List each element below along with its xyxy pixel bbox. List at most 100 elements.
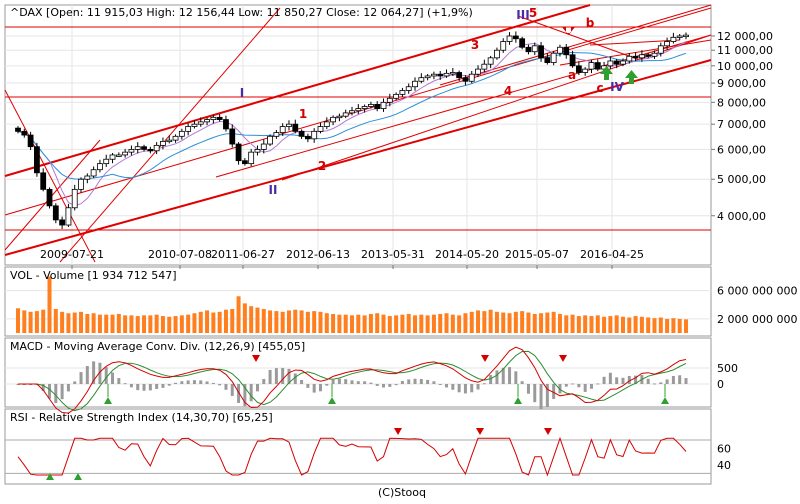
volume-bar xyxy=(198,311,203,333)
macd-hist-bar xyxy=(520,381,524,384)
candle-body xyxy=(311,130,318,140)
macd-hist-bar xyxy=(161,384,165,388)
candle-body xyxy=(638,54,645,59)
rsi-title: RSI - Relative Strength Index (14,30,70)… xyxy=(10,411,273,424)
volume-bar xyxy=(286,310,291,333)
volume-bar xyxy=(665,318,670,333)
macd-hist-bar xyxy=(155,384,159,389)
candle-body xyxy=(141,146,147,150)
candle-body xyxy=(260,143,267,150)
candle-body xyxy=(65,207,72,226)
volume-tick-label: 2 000 000 000 xyxy=(717,313,797,326)
volume-bar xyxy=(507,313,512,333)
candle-body xyxy=(147,149,154,152)
wave-label-I: I xyxy=(240,86,244,100)
candle-body xyxy=(405,86,412,91)
candle-body xyxy=(103,158,110,165)
volume-bar xyxy=(280,311,285,333)
macd-hist-bar xyxy=(129,384,133,388)
volume-bar xyxy=(123,315,128,333)
candle-body xyxy=(651,52,658,57)
macd-hist-bar xyxy=(205,381,209,384)
volume-bar xyxy=(545,312,550,333)
trend-line xyxy=(281,34,712,181)
volume-bar xyxy=(205,310,210,333)
buy-signal-icon xyxy=(104,397,112,404)
macd-hist-bar xyxy=(652,383,656,385)
candle-body xyxy=(424,75,431,79)
volume-bar xyxy=(671,318,676,333)
candle-body xyxy=(166,139,173,143)
macd-hist-bar xyxy=(180,381,184,384)
macd-hist-bar xyxy=(508,367,512,384)
macd-hist-bar xyxy=(671,375,675,384)
wave-label-b: b xyxy=(586,16,595,30)
macd-hist-bar xyxy=(199,380,203,384)
volume-bar xyxy=(438,313,443,333)
volume-bar xyxy=(387,316,392,333)
macd-hist-bar xyxy=(73,381,77,384)
volume-bar xyxy=(318,311,323,333)
price-tick-label: 12 000,00 xyxy=(717,30,773,43)
volume-bar xyxy=(406,313,411,333)
macd-hist-bar xyxy=(230,384,234,396)
macd-hist-bar xyxy=(394,384,398,386)
volume-bar xyxy=(356,314,361,333)
volume-bar xyxy=(589,316,594,333)
candle-body xyxy=(52,205,59,221)
macd-hist-bar xyxy=(608,372,612,384)
candle-body xyxy=(216,116,223,120)
trend-line xyxy=(517,15,641,61)
macd-hist-bar xyxy=(192,380,196,384)
candle-body xyxy=(78,178,84,190)
wave-label-IV: IV xyxy=(610,80,624,94)
volume-bar xyxy=(381,314,386,333)
macd-hist-bar xyxy=(85,366,89,384)
candle-body xyxy=(342,112,349,117)
candle-body xyxy=(40,172,47,190)
candle-body xyxy=(84,175,91,180)
volume-bar xyxy=(652,318,657,333)
ma-long-line xyxy=(17,51,687,180)
candle-body xyxy=(336,115,343,119)
volume-bar xyxy=(400,314,405,333)
macd-hist-bar xyxy=(445,384,449,388)
volume-bar xyxy=(41,309,46,333)
macd-hist-bar xyxy=(281,367,285,384)
candle-body xyxy=(456,72,463,79)
volume-bars: 6 000 000 000 2 000 000 000 xyxy=(5,276,797,333)
candle-body xyxy=(204,119,210,123)
macd-hist-bar xyxy=(218,384,222,386)
wave-label-a: a xyxy=(568,68,576,82)
macd-hist-bar xyxy=(237,384,241,403)
candle-body xyxy=(185,126,192,132)
sell-signal-icon xyxy=(481,355,489,362)
macd-hist-bar xyxy=(476,384,480,390)
candle-body xyxy=(582,68,589,73)
x-tick-label: 2010-07-08 xyxy=(148,248,212,261)
volume-bar xyxy=(236,296,241,333)
macd-hist-bar xyxy=(318,384,322,392)
trend-line xyxy=(439,4,712,86)
x-tick-label: 2009-07-21 xyxy=(40,248,104,261)
candle-body xyxy=(361,106,368,109)
footer-copyright: (C)Stooq xyxy=(378,486,426,499)
macd-hist-bar xyxy=(300,379,304,384)
candle-body xyxy=(229,128,236,145)
volume-bar xyxy=(337,314,342,333)
volume-bar xyxy=(425,315,430,333)
candle-body xyxy=(412,80,418,88)
buy-signal-icon xyxy=(514,397,522,404)
volume-bar xyxy=(595,315,600,333)
candle-body xyxy=(27,134,34,148)
x-tick-label: 2013-05-31 xyxy=(361,248,425,261)
macd-hist-bar xyxy=(489,375,493,384)
macd-hist-bar xyxy=(243,384,247,407)
candle-body xyxy=(393,93,400,99)
candle-body xyxy=(304,135,311,140)
trend-line xyxy=(4,4,591,177)
macd-hist-bar xyxy=(268,369,272,384)
candle-body xyxy=(128,149,135,153)
volume-bar xyxy=(570,314,575,333)
